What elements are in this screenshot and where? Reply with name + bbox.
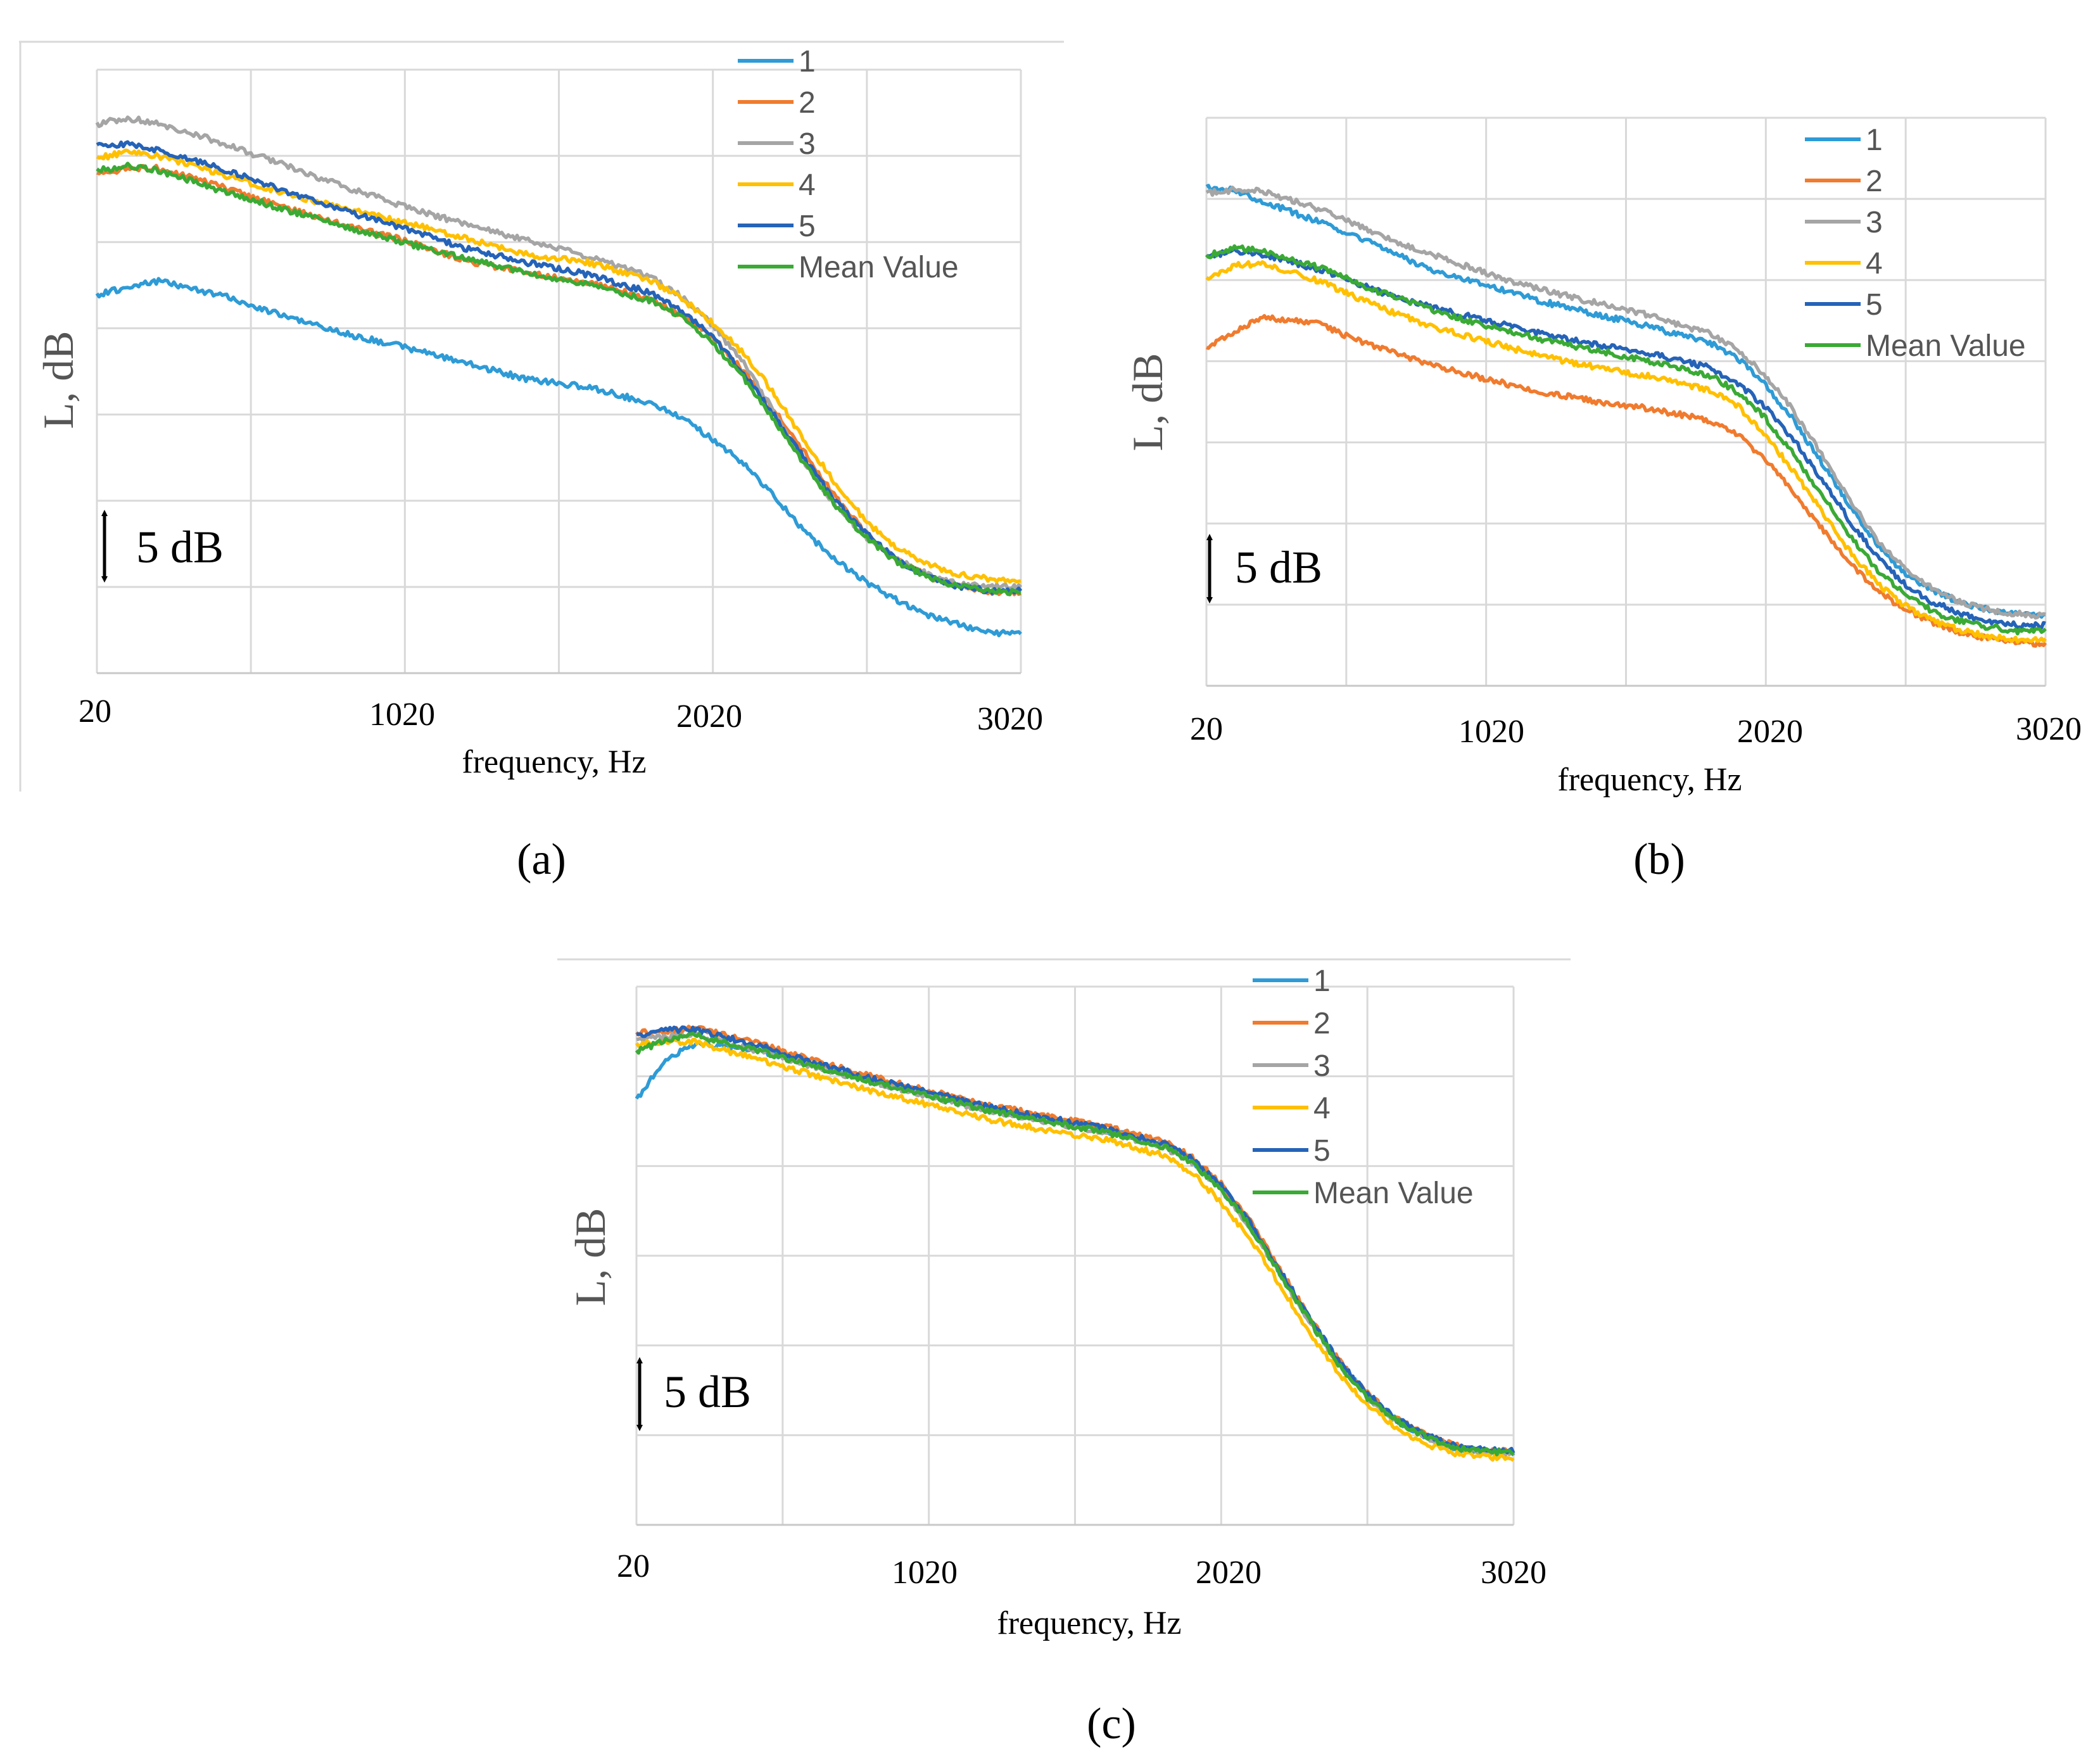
legend-label: 1 bbox=[1866, 123, 1883, 157]
x-tick-label: 2020 bbox=[676, 698, 742, 735]
legend-label: 5 bbox=[1866, 288, 1883, 322]
legend-label: 5 bbox=[1313, 1134, 1331, 1168]
series-line bbox=[1205, 186, 2046, 620]
series-layer bbox=[95, 115, 1023, 638]
legend: 1 2 3 4 5 Mean Value bbox=[738, 45, 959, 284]
x-tick-label: 1020 bbox=[369, 697, 435, 733]
x-tick-label: 1020 bbox=[892, 1555, 958, 1591]
x-tick-label: 3020 bbox=[977, 701, 1043, 737]
legend-label: 4 bbox=[799, 168, 816, 202]
x-axis-title: frequency, Hz bbox=[462, 744, 646, 780]
plot-grid bbox=[96, 68, 1022, 674]
legend-label: 4 bbox=[1313, 1092, 1331, 1125]
legend-label: Mean Value bbox=[1313, 1177, 1474, 1210]
y-axis-title: L, dB bbox=[1123, 353, 1172, 452]
x-axis-title: frequency, Hz bbox=[1557, 762, 1742, 798]
legend: 1 2 3 4 5 Mean Value bbox=[1253, 964, 1474, 1210]
x-tick-label: 2020 bbox=[1737, 714, 1803, 750]
panel-label: (b) bbox=[1633, 835, 1685, 884]
scale-bar-label: 5 dB bbox=[1235, 542, 1322, 593]
plot-grid bbox=[635, 985, 1515, 1526]
series-line bbox=[1205, 244, 2047, 636]
series-layer bbox=[635, 1025, 1515, 1462]
legend-label: 1 bbox=[799, 45, 816, 79]
legend-label: 3 bbox=[799, 127, 816, 161]
y-axis-title: L, dB bbox=[566, 1208, 614, 1306]
series-layer bbox=[1205, 184, 2047, 648]
x-tick-label: 3020 bbox=[2016, 711, 2082, 747]
series-line bbox=[96, 148, 1022, 584]
series-line bbox=[1206, 313, 2047, 648]
scale-bar-label: 5 dB bbox=[664, 1367, 751, 1417]
legend-label: Mean Value bbox=[799, 251, 959, 284]
legend-label: 2 bbox=[1313, 1007, 1331, 1040]
x-tick-label: 20 bbox=[79, 693, 111, 730]
x-tick-label: 1020 bbox=[1458, 714, 1524, 750]
scale-bar-label: 5 dB bbox=[136, 522, 224, 572]
legend: 1 2 3 4 5 Mean Value bbox=[1805, 123, 2026, 363]
series-line bbox=[1205, 246, 2046, 630]
x-tick-label: 3020 bbox=[1481, 1555, 1547, 1591]
series-line bbox=[1205, 184, 2046, 619]
legend-label: 4 bbox=[1866, 247, 1883, 281]
x-tick-label: 2020 bbox=[1196, 1555, 1262, 1591]
y-axis-title: L, dB bbox=[34, 331, 82, 429]
series-line bbox=[96, 140, 1023, 595]
panel-label: (a) bbox=[517, 835, 566, 884]
x-axis-title: frequency, Hz bbox=[997, 1605, 1181, 1641]
x-tick-label: 20 bbox=[617, 1548, 650, 1584]
series-line bbox=[635, 1032, 1515, 1456]
series-line bbox=[635, 1037, 1515, 1462]
scale-bar: 5 dB bbox=[636, 1357, 751, 1431]
series-line bbox=[95, 277, 1022, 638]
legend-label: 3 bbox=[1866, 206, 1883, 239]
panel-label: (c) bbox=[1087, 1700, 1136, 1748]
legend-label: 3 bbox=[1313, 1049, 1331, 1083]
scale-bar: 5 dB bbox=[1206, 534, 1322, 603]
legend-label: 2 bbox=[799, 86, 816, 120]
legend-label: 2 bbox=[1866, 165, 1883, 198]
legend-label: Mean Value bbox=[1866, 329, 2026, 363]
legend-label: 1 bbox=[1313, 964, 1331, 998]
scale-bar: 5 dB bbox=[101, 510, 224, 583]
x-tick-label: 20 bbox=[1190, 711, 1223, 747]
legend-label: 5 bbox=[799, 210, 816, 243]
series-line bbox=[1205, 260, 2047, 644]
series-line bbox=[96, 161, 1022, 597]
